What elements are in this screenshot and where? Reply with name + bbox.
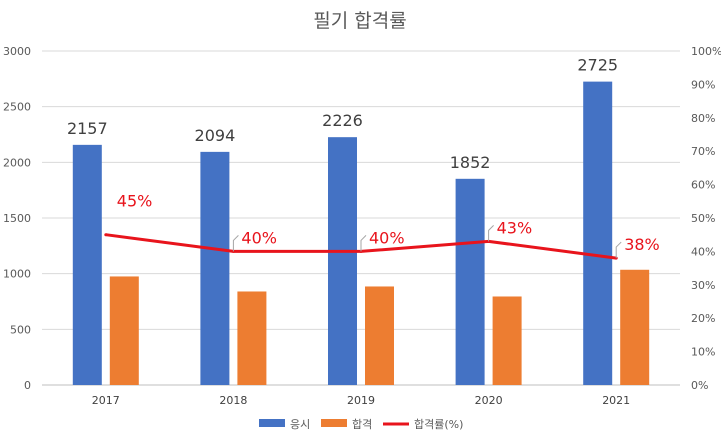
label-leader xyxy=(360,235,367,252)
legend: 응시 합격 합격률(%) xyxy=(259,418,463,431)
x-tick-label: 2018 xyxy=(219,394,247,407)
bar-series xyxy=(72,81,650,385)
bar-data-labels: 2157 2094 2226 1852 2725 xyxy=(67,56,618,172)
x-axis-ticks: 2017 2018 2019 2020 2021 xyxy=(92,394,630,407)
legend-swatch xyxy=(321,419,347,427)
rate-data-label: 45% xyxy=(117,192,153,211)
bar-합격 xyxy=(109,276,139,385)
bar-합격 xyxy=(237,291,267,385)
legend-label: 합격 xyxy=(352,418,372,431)
y-tick-label: 500 xyxy=(10,323,31,336)
y2-axis-ticks: 0% 10% 20% 30% 40% 50% 60% 70% 80% 90% 100% xyxy=(691,45,721,392)
chart-title: 필기 합격률 xyxy=(313,10,406,32)
bar-data-label: 2725 xyxy=(577,56,618,75)
x-tick-label: 2020 xyxy=(475,394,503,407)
bar-합격 xyxy=(365,286,394,385)
rate-data-label: 43% xyxy=(497,218,533,237)
y2-tick-label: 90% xyxy=(691,78,715,91)
y-tick-label: 3000 xyxy=(3,45,31,58)
x-tick-label: 2017 xyxy=(92,394,120,407)
rate-line-series: 45% 40% 40% 43% 38% xyxy=(104,192,660,260)
y2-tick-label: 70% xyxy=(691,145,715,158)
bar-data-label: 2157 xyxy=(67,119,108,138)
label-leader xyxy=(488,225,494,242)
x-tick-label: 2021 xyxy=(602,394,630,407)
y2-tick-label: 30% xyxy=(691,279,715,292)
legend-label: 응시 xyxy=(290,418,310,431)
bar-응시 xyxy=(583,81,613,385)
y2-tick-label: 20% xyxy=(691,312,715,325)
y-tick-label: 2000 xyxy=(3,156,31,169)
rate-point xyxy=(104,233,108,237)
bar-응시 xyxy=(72,144,102,385)
bar-응시 xyxy=(328,137,357,385)
y2-tick-label: 80% xyxy=(691,112,715,125)
rate-data-label: 40% xyxy=(369,228,405,247)
label-leader xyxy=(232,235,239,252)
y2-tick-label: 10% xyxy=(691,346,715,359)
bar-data-label: 1852 xyxy=(450,153,491,172)
rate-data-label: 40% xyxy=(241,228,277,247)
label-leader xyxy=(615,241,622,259)
y-tick-label: 1500 xyxy=(3,212,31,225)
gridlines xyxy=(42,50,680,386)
y2-tick-label: 40% xyxy=(691,245,715,258)
y-axis-ticks: 0 500 1000 1500 2000 2500 3000 xyxy=(3,45,31,392)
y-tick-label: 2500 xyxy=(3,101,31,114)
y2-tick-label: 0% xyxy=(691,379,708,392)
y2-tick-label: 50% xyxy=(691,212,715,225)
rate-data-label: 38% xyxy=(624,235,660,254)
legend-label: 합격률(%) xyxy=(414,418,463,431)
bar-합격 xyxy=(492,296,522,385)
y-tick-label: 0 xyxy=(24,379,31,392)
bar-응시 xyxy=(455,178,485,385)
legend-swatch xyxy=(259,419,285,427)
bar-data-label: 2094 xyxy=(195,126,236,145)
bar-data-label: 2226 xyxy=(322,111,363,130)
y2-tick-label: 60% xyxy=(691,179,715,192)
y2-tick-label: 100% xyxy=(691,45,721,58)
bar-응시 xyxy=(200,151,230,385)
x-tick-label: 2019 xyxy=(347,394,375,407)
y-tick-label: 1000 xyxy=(3,268,31,281)
bar-합격 xyxy=(620,269,650,385)
